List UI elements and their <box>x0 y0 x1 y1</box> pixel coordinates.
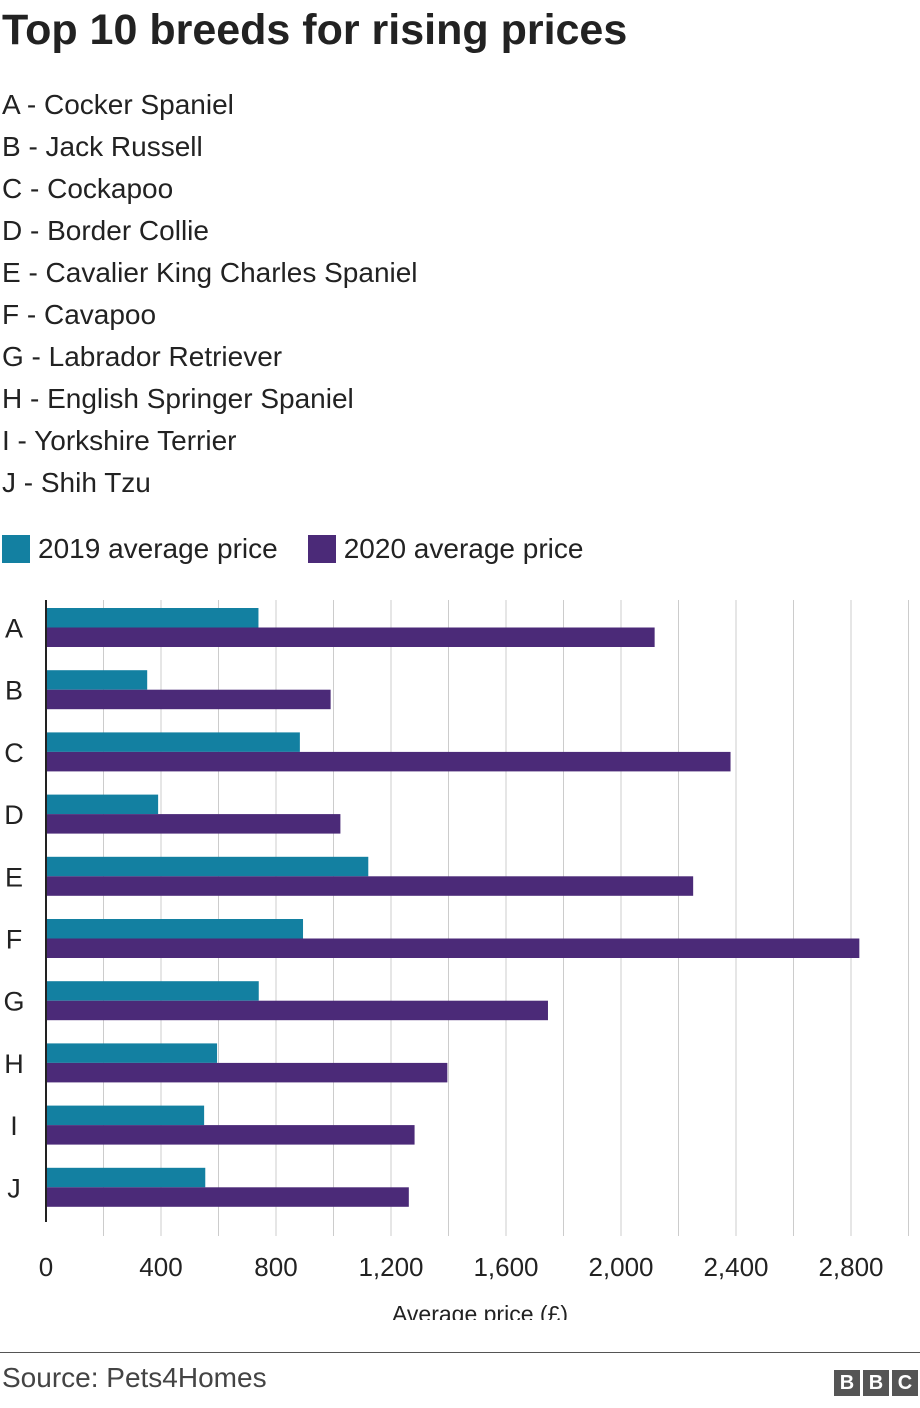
bar-c-2020 <box>46 751 731 772</box>
bar-h-2020 <box>46 1062 448 1083</box>
x-axis-title: Average price (£) <box>392 1301 568 1320</box>
bar-a-2019 <box>46 608 259 628</box>
bar-j-2019 <box>46 1167 206 1188</box>
bar-a-2020 <box>46 627 655 647</box>
category-label: E <box>5 862 23 892</box>
bar-f-2020 <box>46 938 860 958</box>
x-tick-label: 1,200 <box>358 1252 423 1282</box>
bar-e-2019 <box>46 856 369 877</box>
category-label: F <box>6 925 23 955</box>
bar-h-2019 <box>46 1043 218 1063</box>
bar-chart: A B C D E F G H I J 0 400 800 1,200 1,600 2,000 2,400 2,8… <box>3 600 909 1320</box>
x-tick-label: 1,600 <box>473 1252 538 1282</box>
breed-key-item: D - Border Collie <box>2 215 209 246</box>
bar-c-2019 <box>46 732 300 752</box>
bbc-logo-letter: C <box>892 1370 918 1396</box>
bar-d-2020 <box>46 814 341 834</box>
bar-f-2019 <box>46 919 304 939</box>
bbc-logo-letter: B <box>863 1370 889 1396</box>
chart-legend: 2019 average price 2020 average price <box>2 527 613 571</box>
bar-j-2020 <box>46 1187 409 1207</box>
bar-i-2020 <box>46 1125 415 1145</box>
category-label: D <box>4 800 24 830</box>
source-divider <box>0 1352 920 1353</box>
legend-label-2019: 2019 average price <box>38 533 278 564</box>
bar-g-2020 <box>46 1000 548 1021</box>
category-label: I <box>10 1111 18 1141</box>
legend-entry-2020: 2020 average price <box>307 533 584 565</box>
breed-key-item: H - English Springer Spaniel <box>2 383 354 414</box>
bbc-logo-letter: B <box>834 1370 860 1396</box>
breed-key-item: C - Cockapoo <box>2 173 174 204</box>
breed-key-list: A - Cocker Spaniel B - Jack Russell C - … <box>2 84 418 504</box>
breed-key-item: F - Cavapoo <box>2 299 157 330</box>
breed-key-item: G - Labrador Retriever <box>2 341 283 372</box>
bar-e-2020 <box>46 876 694 896</box>
breed-key-item: A - Cocker Spaniel <box>2 89 234 120</box>
source-note: Source: Pets4Homes <box>2 1362 267 1393</box>
category-label: H <box>4 1049 24 1079</box>
bar-g-2019 <box>46 981 259 1001</box>
x-tick-label: 2,800 <box>818 1252 883 1282</box>
legend-label-2020: 2020 average price <box>343 533 584 564</box>
bar-d-2019 <box>46 794 159 815</box>
category-label: C <box>4 738 24 768</box>
x-tick-label: 2,000 <box>588 1252 653 1282</box>
x-tick-label: 400 <box>139 1252 182 1282</box>
category-label: G <box>3 987 24 1017</box>
category-label: A <box>5 614 23 644</box>
category-label: B <box>5 676 23 706</box>
category-label: J <box>7 1173 21 1203</box>
breed-key-item: I - Yorkshire Terrier <box>2 425 237 456</box>
legend-entry-2019: 2019 average price <box>2 533 278 565</box>
legend-swatch-2020 <box>307 535 336 563</box>
bbc-logo: B B C <box>831 1370 918 1396</box>
x-tick-label: 0 <box>39 1252 53 1282</box>
breed-key-item: E - Cavalier King Charles Spaniel <box>2 257 418 288</box>
bar-b-2019 <box>46 670 148 690</box>
chart-title: Top 10 breeds for rising prices <box>2 6 628 54</box>
breed-key-item: B - Jack Russell <box>2 131 203 162</box>
legend-swatch-2019 <box>2 535 30 563</box>
bar-b-2020 <box>46 689 331 710</box>
x-tick-label: 800 <box>254 1252 297 1282</box>
bar-i-2019 <box>46 1105 205 1126</box>
breed-key-item: J - Shih Tzu <box>2 467 151 498</box>
x-tick-label: 2,400 <box>703 1252 768 1282</box>
